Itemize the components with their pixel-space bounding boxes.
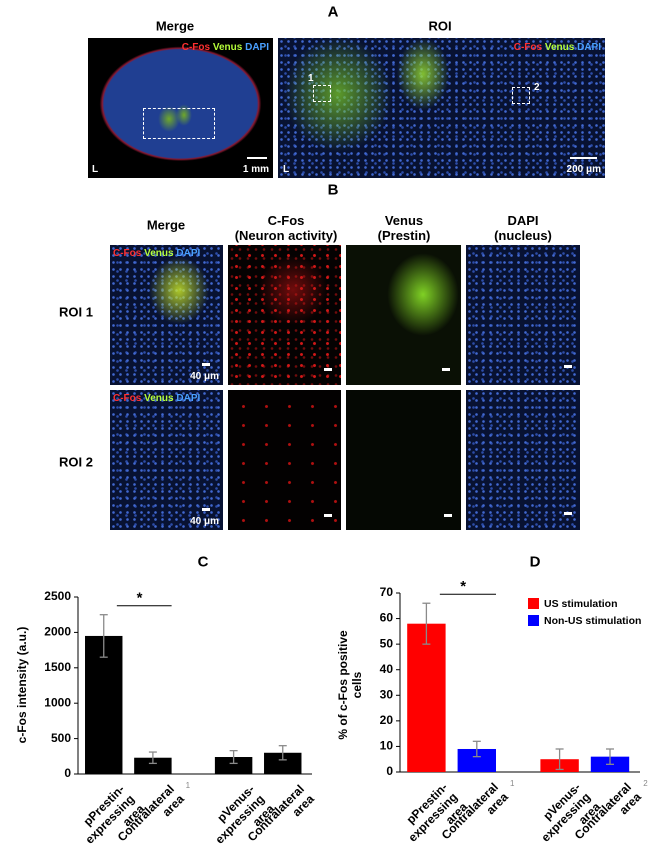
legend-label: Non-US stimulation (544, 615, 641, 627)
y-tick-label: 0 (386, 764, 393, 778)
scale-bar (564, 365, 572, 368)
region-marker: 1 (510, 779, 515, 788)
region-marker: 1 (186, 781, 191, 790)
roi-image: 1 2 C-Fos Venus DAPI L 200 μm (278, 38, 605, 178)
bar (134, 757, 172, 774)
channel: C-Fos (113, 393, 142, 404)
y-tick-label: 40 (380, 662, 394, 676)
channel: C-Fos (113, 248, 142, 259)
channel: DAPI (245, 42, 269, 53)
channel: Venus (212, 42, 243, 53)
bar (264, 752, 302, 774)
cfos-image (228, 390, 341, 530)
panel-label: B (327, 181, 339, 199)
scale-bar (324, 514, 332, 517)
roi-box (313, 85, 331, 102)
y-tick-label: 70 (380, 585, 394, 599)
side-label: L (283, 164, 290, 175)
channel: DAPI (176, 393, 201, 404)
image-title: ROI (428, 18, 452, 34)
dapi-image (466, 390, 580, 530)
channel: Venus (144, 248, 174, 259)
legend-swatch (528, 598, 539, 609)
venus-image (346, 390, 461, 530)
y-axis-label: c-Fos intensity (a.u.) (15, 626, 29, 744)
error-bar (99, 614, 108, 658)
bar (407, 623, 446, 772)
venus-image (346, 245, 461, 385)
scale-bar (442, 368, 450, 371)
scale-bar (202, 363, 210, 366)
y-tick-label: 60 (380, 611, 394, 625)
side-label: L (92, 164, 99, 175)
panel-label: A (327, 3, 339, 21)
panel-label: D (529, 553, 541, 571)
region-label: 1 (308, 73, 314, 84)
column-header: Venus (Prestin) (377, 213, 431, 243)
image-title: Merge (155, 18, 195, 34)
error-bar (278, 745, 287, 761)
scale-label: 40 μm (190, 516, 219, 527)
region-label: 2 (534, 82, 540, 93)
y-tick-label: 10 (380, 739, 394, 753)
scale-label: 40 μm (190, 371, 219, 382)
y-tick-label: 500 (51, 731, 71, 745)
column-header: Merge (146, 217, 186, 233)
bar (214, 757, 253, 774)
y-tick-label: 20 (380, 713, 394, 727)
y-tick-label: 2000 (44, 625, 71, 639)
column-header: DAPI (nucleus) (494, 213, 552, 243)
bar (457, 748, 496, 772)
y-tick-label: 50 (380, 636, 394, 650)
error-bar (472, 740, 481, 758)
scale-bar (570, 157, 597, 159)
legend-swatch (528, 615, 539, 626)
error-bar (422, 602, 431, 645)
channel: DAPI (577, 42, 601, 53)
y-tick-label: 0 (64, 766, 71, 780)
scale-bar (324, 368, 332, 371)
dapi-image (466, 245, 580, 385)
scale-bar (444, 514, 452, 517)
y-tick-label: 2500 (44, 589, 71, 603)
scale-label: 1 mm (242, 164, 269, 175)
channel-legend: C-Fos Venus DAPI (182, 42, 269, 53)
error-bar (555, 748, 564, 771)
channel: C-Fos (513, 42, 543, 53)
error-bar (606, 748, 614, 765)
merge-image: C-Fos Venus DAPI L 1 mm (88, 38, 273, 178)
scale-bar (564, 512, 572, 515)
error-bar (148, 751, 157, 765)
panel-label: C (197, 553, 209, 571)
channel: Venus (544, 42, 575, 53)
y-axis-label: % of c-Fos positive cells (336, 630, 364, 740)
roi-box (512, 87, 530, 104)
scale-bar (247, 157, 267, 159)
error-bar (229, 749, 238, 765)
merge-image: C-Fos Venus DAPI 40 μm (110, 390, 223, 530)
column-header: C-Fos (Neuron activity) (234, 213, 338, 243)
cfos-image (228, 245, 341, 385)
region-marker: 2 (643, 779, 648, 788)
scale-bar (202, 508, 210, 511)
y-tick-label: 1000 (44, 695, 71, 709)
channel: Venus (144, 393, 174, 404)
row-label: ROI 2 (59, 454, 93, 470)
scale-label: 200 μm (566, 164, 601, 175)
bar (85, 635, 123, 774)
roi-box (143, 108, 215, 139)
y-tick-label: 30 (380, 687, 394, 701)
merge-image: C-Fos Venus DAPI 40 μm (110, 245, 223, 385)
row-label: ROI 1 (59, 304, 93, 320)
significance-label: * (137, 590, 143, 607)
significance-label: * (460, 578, 466, 595)
channel-legend: C-Fos Venus DAPI (514, 42, 601, 53)
channel: DAPI (176, 248, 201, 259)
channel: C-Fos (181, 42, 211, 53)
y-tick-label: 1500 (44, 660, 71, 674)
legend-label: US stimulation (544, 598, 618, 610)
